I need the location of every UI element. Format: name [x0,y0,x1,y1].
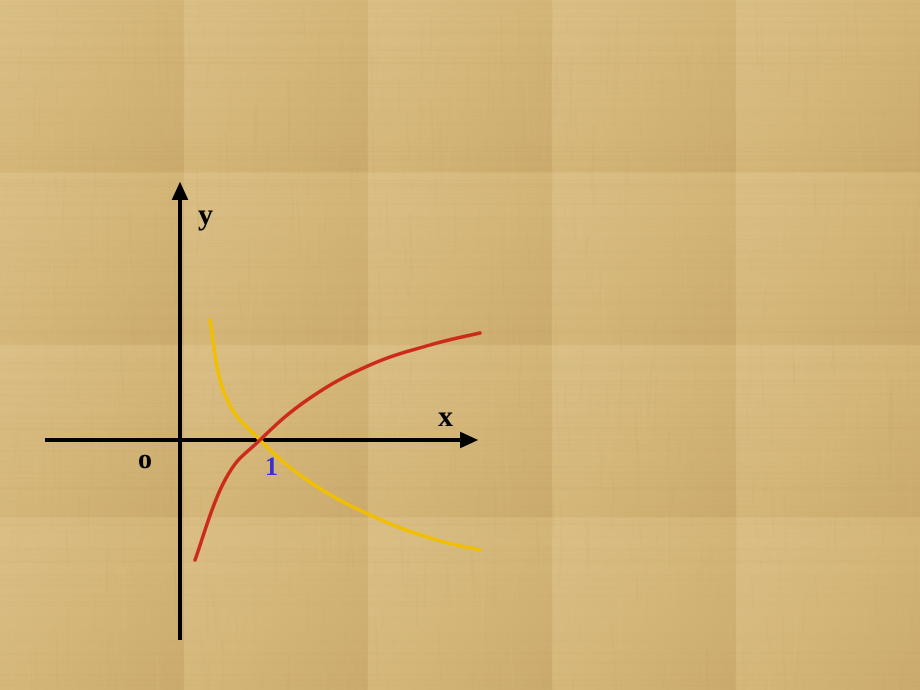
slide-stage: y x o 1 [0,0,920,690]
log-curve-increasing [195,333,480,560]
y-axis-label: y [198,198,213,232]
tick-1-label: 1 [265,452,278,482]
origin-label: o [138,444,152,476]
x-axis-label: x [438,400,453,434]
plot-svg [0,0,920,690]
log-curve-decreasing [210,320,480,550]
